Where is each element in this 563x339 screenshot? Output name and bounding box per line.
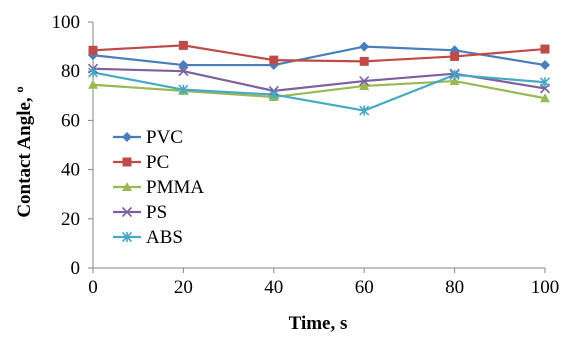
legend: PVC PC PMMA PS ABS <box>113 127 204 248</box>
legend-marker-pc <box>122 157 132 167</box>
data-point-pvc <box>268 60 279 71</box>
data-point-abs <box>87 67 99 78</box>
data-point-pvc <box>540 60 550 71</box>
legend-label-pc: PC <box>146 152 169 173</box>
data-point-pc <box>88 45 98 55</box>
axes: 0 20 40 60 80 100 0 20 40 60 80 100 <box>52 12 560 298</box>
data-point-abs <box>449 69 460 80</box>
legend-item-pmma: PMMA <box>113 177 204 198</box>
data-point-pc <box>178 40 188 50</box>
series-line-pmma <box>92 79 546 100</box>
legend-item-abs: ABS <box>113 227 183 248</box>
series-line-abs <box>92 71 546 112</box>
y-axis-title: Contact Angle, º <box>14 86 35 217</box>
legend-item-ps: PS <box>113 202 167 223</box>
data-point-pvc <box>178 60 189 71</box>
series-line-ps <box>92 67 546 92</box>
data-point-pc <box>450 51 460 61</box>
data-point-ps <box>178 66 189 77</box>
data-point-ps <box>359 75 370 87</box>
data-point-abs <box>359 105 370 116</box>
series-line-pc <box>92 44 546 63</box>
legend-marker-abs <box>121 231 133 243</box>
y-tick-label: 80 <box>61 61 80 82</box>
legend-marker-pmma <box>122 182 132 191</box>
y-tick-label: 0 <box>71 258 81 279</box>
data-point-pc <box>540 44 550 54</box>
data-point-pvc <box>359 41 370 52</box>
x-tick-label: 60 <box>355 277 374 298</box>
legend-label-pmma: PMMA <box>146 177 204 198</box>
legend-label-abs: ABS <box>146 227 183 248</box>
data-point-pc <box>359 56 369 66</box>
legend-item-pc: PC <box>113 152 169 173</box>
y-tick-label: 20 <box>61 209 80 230</box>
x-tick-label: 20 <box>174 277 193 298</box>
legend-item-pvc: PVC <box>113 127 183 148</box>
y-tick-label: 60 <box>61 110 80 131</box>
data-point-abs <box>539 77 551 88</box>
x-tick-label: 0 <box>88 277 98 298</box>
y-tick-label: 100 <box>52 12 81 33</box>
legend-label-pvc: PVC <box>146 127 183 148</box>
series-lines <box>92 44 546 112</box>
legend-marker-ps <box>121 206 133 218</box>
x-axis-title: Time, s <box>289 313 348 334</box>
data-point-pmma <box>88 79 98 89</box>
data-point-abs <box>268 89 279 100</box>
legend-label-ps: PS <box>146 202 167 223</box>
series-markers <box>87 40 551 116</box>
series-line-pvc <box>92 45 546 67</box>
x-tick-label: 100 <box>531 277 560 298</box>
x-tick-label: 40 <box>264 277 283 298</box>
y-tick-label: 40 <box>61 160 80 181</box>
data-point-pc <box>269 55 279 65</box>
legend-marker-pvc <box>122 132 132 142</box>
data-point-pmma <box>359 80 370 90</box>
data-point-pmma <box>540 93 550 103</box>
data-point-abs <box>178 84 189 95</box>
x-tick-label: 80 <box>445 277 464 298</box>
data-point-pmma <box>449 76 460 86</box>
